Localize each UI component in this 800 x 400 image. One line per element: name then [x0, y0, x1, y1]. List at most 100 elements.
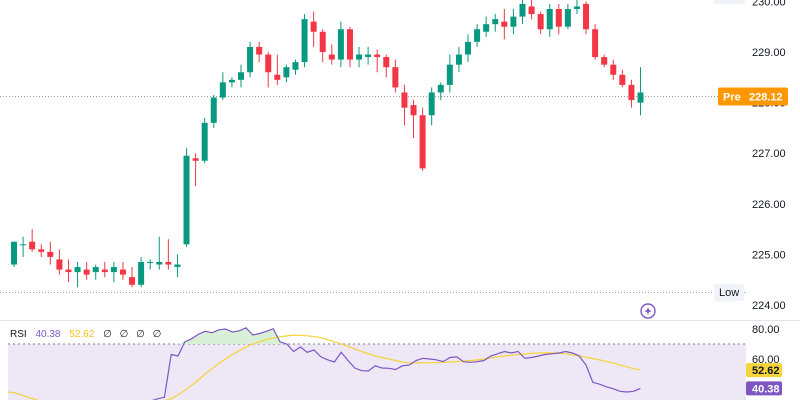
rsi-tick-label: 60.00 [752, 354, 780, 366]
candle [301, 14, 308, 68]
rsi-axis[interactable]: 80.00 60.00 [752, 324, 780, 366]
candle-body [492, 19, 499, 25]
candle-body [501, 21, 508, 27]
candle-body [47, 251, 54, 257]
sparkle-icon [644, 307, 652, 315]
add-alert-button[interactable] [640, 303, 656, 319]
candle-body [174, 264, 181, 268]
candle-body [383, 57, 390, 68]
candle [465, 34, 471, 63]
candle [274, 54, 281, 85]
candle-body [537, 14, 544, 30]
candle-body [510, 16, 517, 27]
candle-body [583, 3, 590, 30]
candle-body [283, 67, 290, 78]
candle [619, 69, 626, 88]
candle [328, 44, 335, 65]
candle [283, 64, 290, 83]
candle-body [129, 277, 136, 285]
candle-body [29, 241, 36, 250]
candle-body [192, 158, 199, 161]
candle [192, 153, 199, 187]
candle [546, 3, 553, 37]
top-price-tag [714, 0, 745, 4]
candle [292, 59, 299, 75]
candle [38, 244, 45, 257]
candle-body [573, 6, 580, 9]
candle-body [265, 54, 272, 73]
candles [11, 0, 644, 288]
candle-body [437, 84, 444, 93]
rsi-pane [7, 327, 746, 400]
candle-body [256, 46, 263, 55]
candle [610, 59, 617, 80]
candle-body [101, 269, 108, 273]
candle-body [138, 261, 145, 285]
candle-body [74, 267, 81, 273]
candle-body [337, 29, 344, 60]
candle [201, 117, 208, 164]
pre-market-badge: Pre 228.12 [718, 87, 788, 106]
candle [219, 72, 226, 101]
rsi-tick-label: 80.00 [752, 324, 780, 336]
price-axis[interactable]: 224.00225.00226.00227.00228.00229.00230.… [752, 0, 786, 312]
candle [637, 67, 644, 116]
candle [83, 261, 90, 280]
candle [528, 0, 535, 20]
candle-body [20, 244, 27, 246]
candle-body [292, 62, 299, 70]
price-tick-label: 226.00 [752, 199, 786, 211]
candle [119, 261, 126, 280]
candle-body [474, 29, 481, 42]
candle [256, 41, 263, 63]
candle [337, 21, 344, 68]
candle [428, 87, 435, 126]
candle-body [165, 261, 172, 265]
candle [238, 64, 244, 88]
candle-body [455, 54, 462, 65]
candle [392, 59, 399, 93]
candle-body [374, 54, 381, 58]
candle-body [328, 54, 335, 60]
candle-body [546, 8, 553, 30]
candle [446, 54, 453, 93]
rsi-legend-extra-4: ∅ [153, 329, 162, 340]
price-tick-label: 229.00 [752, 47, 786, 59]
candle-body [356, 54, 363, 60]
candle-body [219, 82, 226, 98]
candle-body [210, 97, 217, 123]
candle-body [147, 261, 154, 263]
candle-body [56, 259, 63, 270]
candle-body [274, 74, 281, 80]
candle-body [238, 72, 244, 80]
rsi-value-badge-value: 40.38 [752, 383, 780, 395]
rsi-legend-extra-1: ∅ [103, 329, 112, 340]
candle-body [419, 115, 426, 169]
low-tag-label: Low [719, 287, 739, 299]
candle-body [392, 67, 399, 88]
rsi-legend-extra-3: ∅ [136, 329, 145, 340]
candle-body [228, 79, 235, 83]
candle-body [201, 122, 208, 161]
candle [156, 236, 163, 270]
candle [310, 11, 317, 47]
candle [56, 249, 63, 275]
rsi-ma-badge: 52.62 [746, 363, 782, 378]
candle [356, 46, 363, 68]
rsi-legend-value: 40.38 [35, 329, 60, 340]
candle [265, 52, 272, 88]
candle [346, 26, 353, 68]
candle-body [247, 46, 254, 73]
candle [147, 259, 154, 270]
candle-body [483, 24, 490, 32]
candle [11, 241, 17, 268]
candle-body [519, 3, 526, 17]
candle [555, 3, 562, 35]
rsi-legend[interactable]: RSI 40.38 52.62 ∅ ∅ ∅ ∅ [10, 329, 161, 340]
candle [65, 259, 72, 283]
candle-body [555, 8, 562, 27]
candle-body [83, 269, 90, 275]
candle-body [301, 19, 308, 63]
candle [29, 229, 36, 252]
